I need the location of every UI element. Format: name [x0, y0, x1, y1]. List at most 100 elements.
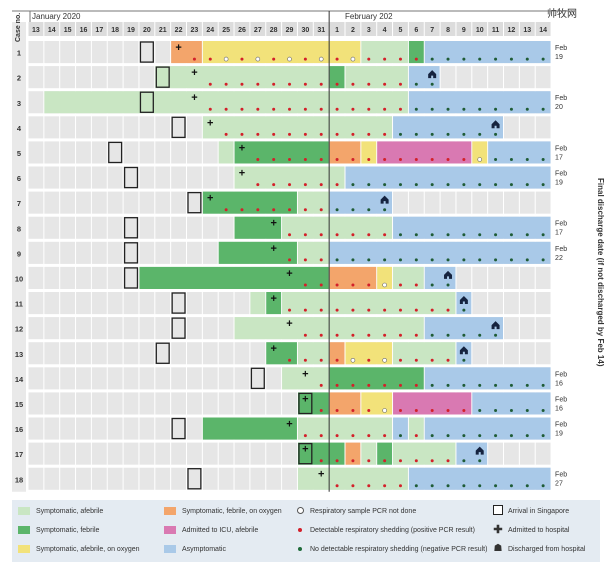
day-header-label: 1 [335, 27, 339, 34]
positive-pcr-dot [383, 308, 387, 312]
negative-pcr-dot [430, 434, 434, 438]
grid-cell [60, 417, 76, 440]
day-header-cell [28, 22, 44, 36]
status-bar-segment [345, 166, 551, 189]
status-bar-segment [408, 417, 424, 440]
case-number-label: 16 [15, 425, 23, 434]
positive-pcr-dot [240, 107, 244, 111]
negative-pcr-dot [430, 82, 434, 86]
final-discharge-day: 19 [555, 180, 563, 187]
positive-pcr-dot [351, 233, 355, 237]
grid-cell [76, 417, 91, 440]
day-header-label: 18 [111, 27, 119, 34]
grid-cell [519, 191, 535, 214]
positive-pcr-dot [398, 107, 402, 111]
negative-pcr-dot [430, 283, 434, 287]
negative-pcr-dot [478, 484, 482, 488]
negative-pcr-dot [525, 158, 529, 161]
final-discharge-day: 16 [555, 405, 563, 412]
negative-pcr-dot [525, 57, 529, 61]
negative-pcr-dot [494, 183, 498, 187]
status-bar-segment [297, 241, 329, 264]
grid-cell [202, 317, 218, 340]
grid-cell [123, 317, 139, 340]
status-bar-segment [345, 66, 408, 89]
grid-cell [44, 292, 60, 315]
positive-pcr-dot [398, 459, 402, 463]
legend-label-admitted: Admitted to hospital [508, 526, 570, 534]
red-dot-icon [294, 526, 306, 534]
negative-pcr-dot [446, 383, 450, 387]
grid-cell [76, 216, 91, 239]
final-discharge-day: 17 [555, 230, 563, 237]
admitted-cross-icon: + [270, 293, 276, 305]
positive-pcr-dot [414, 333, 418, 337]
grid-cell [187, 442, 202, 465]
grid-cell [155, 317, 171, 340]
negative-pcr-dot [478, 258, 482, 262]
negative-pcr-dot [398, 258, 402, 262]
status-bar-segment [393, 342, 456, 365]
positive-pcr-dot [351, 484, 355, 488]
case-number-label: 7 [17, 199, 21, 208]
negative-pcr-dot [494, 383, 498, 387]
grid-cell [202, 292, 218, 315]
arrival-marker [187, 468, 202, 490]
final-discharge-day: 17 [555, 154, 563, 161]
day-header-cell [44, 22, 60, 36]
positive-pcr-dot [319, 308, 323, 312]
grid-cell [123, 266, 139, 289]
final-discharge-month: Feb [555, 221, 567, 228]
positive-pcr-dot [335, 308, 339, 312]
arrival-marker [139, 41, 154, 63]
negative-pcr-dot [541, 57, 545, 61]
grid-cell [456, 266, 472, 289]
status-bar-segment [329, 367, 424, 390]
status-bar-segment [234, 141, 329, 164]
negative-pcr-dot [414, 258, 418, 262]
negative-pcr-dot [351, 208, 355, 212]
grid-cell [76, 342, 91, 365]
day-header-cell [250, 22, 266, 36]
negative-pcr-dot [462, 484, 466, 488]
day-header-cell [393, 22, 408, 36]
discharged-house-icon [491, 120, 500, 129]
negative-pcr-dot [398, 233, 402, 237]
positive-pcr-dot [383, 158, 387, 161]
day-header-label: 28 [270, 27, 278, 34]
positive-pcr-dot [319, 409, 323, 412]
grid-cell [187, 166, 202, 189]
positive-pcr-dot [367, 383, 371, 387]
grid-cell [91, 442, 107, 465]
grid-cell [171, 216, 186, 239]
positive-pcr-dot [414, 158, 418, 161]
day-header-label: 31 [317, 27, 325, 34]
case-number-label: 17 [15, 450, 23, 459]
grid-cell [139, 166, 155, 189]
grid-cell [60, 191, 76, 214]
negative-pcr-dot [367, 258, 371, 262]
negative-pcr-dot [494, 434, 498, 438]
pcr-not-done-dot [350, 56, 356, 62]
negative-pcr-dot [335, 258, 339, 262]
grid-cell [171, 166, 186, 189]
grid-cell [187, 116, 202, 139]
case-number-label: 5 [17, 149, 21, 158]
positive-pcr-dot [367, 308, 371, 312]
legend-item-febrile-oxygen: Symptomatic, febrile, on oxygen [164, 505, 282, 517]
negative-pcr-dot [462, 183, 466, 187]
day-header-cell [155, 22, 171, 36]
negative-pcr-dot [383, 208, 387, 212]
negative-pcr-dot [509, 233, 513, 237]
arrival-marker [187, 191, 202, 214]
status-bar-segment [393, 266, 424, 289]
negative-pcr-dot [541, 484, 545, 488]
grid-cell [28, 342, 44, 365]
positive-pcr-dot [303, 233, 307, 237]
admitted-cross-icon: + [191, 67, 197, 79]
positive-pcr-dot [224, 208, 228, 212]
positive-pcr-dot [430, 158, 434, 161]
green-dot-icon [294, 545, 306, 553]
status-bar-segment [329, 392, 361, 415]
positive-pcr-dot [446, 158, 450, 161]
